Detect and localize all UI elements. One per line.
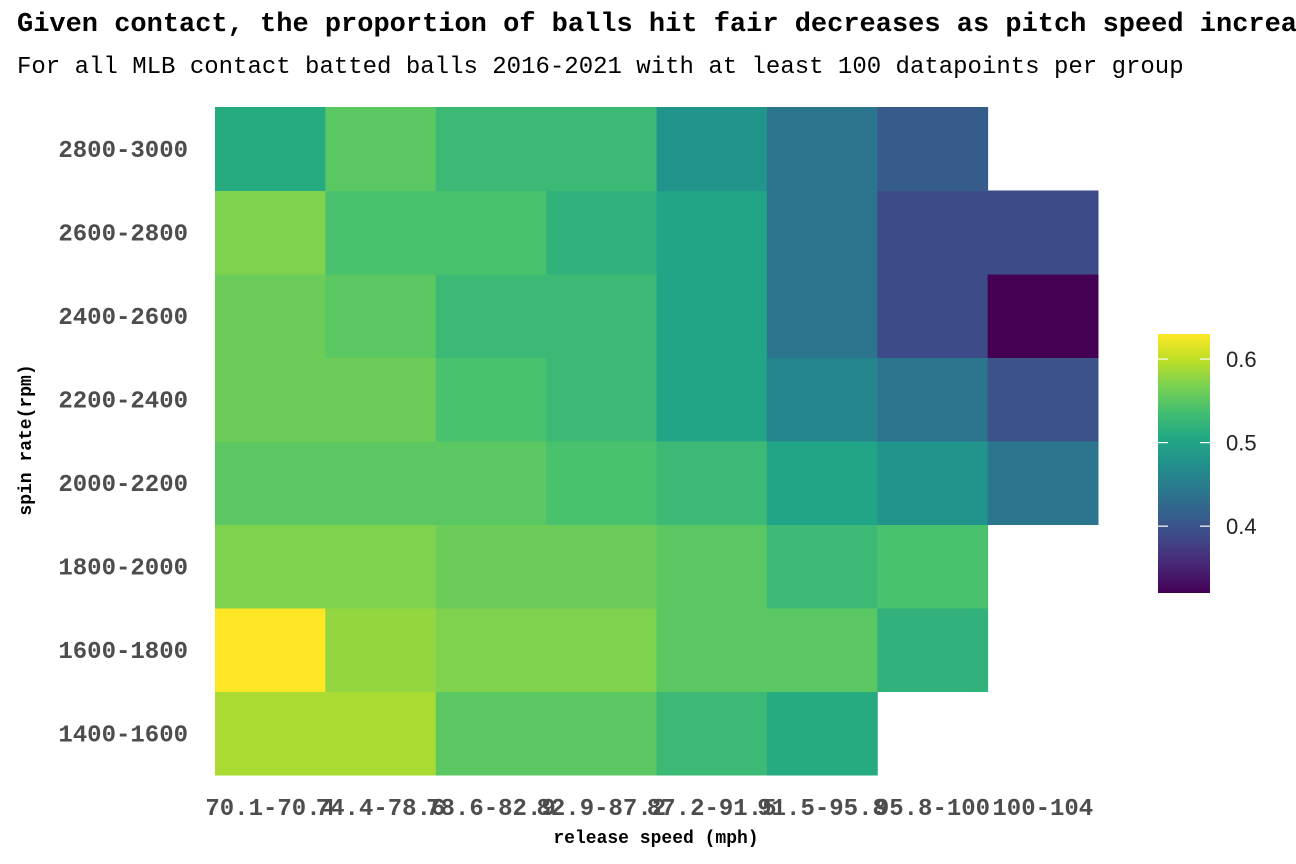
heatmap-cell bbox=[215, 608, 326, 692]
y-tick-label: 2600-2800 bbox=[58, 221, 188, 248]
x-tick-label: 95.8-100 bbox=[875, 796, 990, 823]
y-tick-label: 2800-3000 bbox=[58, 138, 188, 165]
colorbar-ticks: 0.4 0.5 0.6 bbox=[1158, 347, 1257, 539]
colorbar-legend: 0.4 0.5 0.6 bbox=[1158, 334, 1257, 593]
heatmap-cell bbox=[435, 524, 547, 609]
heatmap-cell bbox=[766, 357, 878, 442]
heatmap-cell bbox=[877, 190, 989, 275]
heatmap-cell bbox=[546, 691, 657, 776]
heatmap-cell bbox=[435, 608, 547, 692]
heatmap-cell bbox=[877, 524, 989, 609]
heatmap-cell bbox=[546, 107, 657, 191]
heatmap-cell bbox=[325, 357, 437, 442]
heatmap-cell bbox=[325, 107, 437, 191]
heatmap-cell bbox=[877, 608, 989, 692]
heatmap-cell bbox=[435, 190, 547, 275]
heatmap-cell bbox=[656, 608, 768, 692]
x-tick-label: 70.1-70.4 bbox=[205, 796, 335, 823]
heatmap-cell bbox=[325, 274, 437, 358]
heatmap-cell bbox=[215, 274, 326, 358]
colorbar-tick-label: 0.4 bbox=[1226, 514, 1257, 539]
heatmap-cell bbox=[656, 524, 768, 609]
heatmap-cell bbox=[877, 274, 989, 358]
colorbar-tick-label: 0.5 bbox=[1226, 431, 1257, 456]
x-tick-label: 74.4-78.6 bbox=[316, 796, 446, 823]
heatmap-cell bbox=[546, 441, 657, 525]
chart-title: Given contact, the proportion of balls h… bbox=[17, 10, 1296, 40]
heatmap-cell bbox=[766, 107, 878, 191]
heatmap-cell bbox=[656, 274, 768, 358]
y-tick-label: 1400-1600 bbox=[58, 722, 188, 749]
heatmap-cell bbox=[987, 274, 1099, 358]
y-tick-label: 2200-2400 bbox=[58, 388, 188, 415]
chart-subtitle: For all MLB contact batted balls 2016-20… bbox=[17, 54, 1184, 81]
heatmap-cell bbox=[435, 107, 547, 191]
y-tick-label: 1600-1800 bbox=[58, 639, 188, 666]
heatmap-cell bbox=[215, 441, 326, 525]
heatmap-cell bbox=[656, 441, 768, 525]
y-tick-label: 2000-2200 bbox=[58, 472, 188, 499]
heatmap-cell bbox=[546, 190, 657, 275]
y-tick-label: 1800-2000 bbox=[58, 555, 188, 582]
x-tick-label: 91.5-95.8 bbox=[757, 796, 887, 823]
heatmap-cell bbox=[435, 274, 547, 358]
heatmap-cell bbox=[877, 441, 989, 525]
x-tick-label: 87.2-91.5 bbox=[647, 796, 777, 823]
heatmap-cell bbox=[766, 441, 878, 525]
heatmap-cell bbox=[766, 274, 878, 358]
heatmap-cell bbox=[656, 357, 768, 442]
heatmap-cell bbox=[215, 357, 326, 442]
heatmap-cell bbox=[766, 691, 878, 776]
y-tick-labels: 1400-1600 1600-1800 1800-2000 2000-2200 2200… bbox=[58, 138, 188, 750]
heatmap-cell bbox=[877, 107, 989, 191]
heatmap-cell bbox=[656, 691, 768, 776]
heatmap-cell bbox=[546, 357, 657, 442]
heatmap-cell bbox=[987, 357, 1099, 442]
heatmap-cell bbox=[215, 524, 326, 609]
x-tick-label: 100-104 bbox=[992, 796, 1093, 823]
heatmap-cell bbox=[435, 691, 547, 776]
heatmap-cell bbox=[435, 441, 547, 525]
heatmap-cell bbox=[877, 357, 989, 442]
colorbar-tick-label: 0.6 bbox=[1226, 347, 1257, 372]
heatmap-cell bbox=[546, 608, 657, 692]
heatmap-cell bbox=[215, 107, 326, 191]
heatmap-cell bbox=[766, 608, 878, 692]
heatmap-cell bbox=[546, 274, 657, 358]
heatmap-cell bbox=[325, 190, 437, 275]
heatmap-cell bbox=[766, 190, 878, 275]
x-tick-label: 82.9-87.2 bbox=[537, 796, 667, 823]
heatmap-cell bbox=[325, 691, 437, 776]
heatmap-cell bbox=[325, 524, 437, 609]
heatmap-cell bbox=[325, 608, 437, 692]
y-tick-label: 2400-2600 bbox=[58, 305, 188, 332]
heatmap-cell bbox=[987, 190, 1099, 275]
x-axis-title: release speed (mph) bbox=[553, 829, 758, 849]
x-tick-label: 78.6-82.9 bbox=[426, 796, 556, 823]
colorbar-gradient bbox=[1158, 334, 1210, 593]
heatmap-cell bbox=[656, 190, 768, 275]
heatmap-cell bbox=[215, 691, 326, 776]
y-axis-title: spin rate(rpm) bbox=[17, 364, 37, 515]
x-tick-labels: 70.1-70.474.4-78.678.6-82.982.9-87.287.2… bbox=[205, 796, 1093, 823]
heatmap-cell bbox=[435, 357, 547, 442]
heatmap-cell bbox=[656, 107, 768, 191]
heatmap-cell bbox=[546, 524, 657, 609]
heatmap-cell bbox=[215, 190, 326, 275]
heatmap-cell bbox=[325, 441, 437, 525]
heatmap-cell bbox=[987, 441, 1099, 525]
heatmap-cell bbox=[766, 524, 878, 609]
heatmap-cells bbox=[215, 107, 1099, 776]
